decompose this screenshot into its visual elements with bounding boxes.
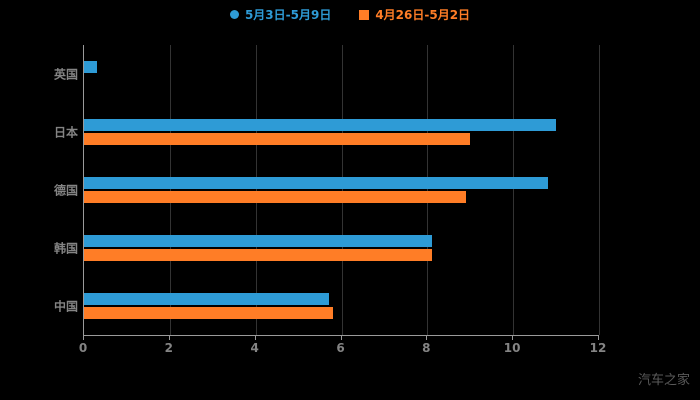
- chart-legend: 5月3日-5月9日 4月26日-5月2日: [0, 6, 700, 23]
- y-category-label-1: 日本: [53, 125, 78, 140]
- y-category-label-4: 中国: [53, 299, 78, 314]
- bar-series1-4: [84, 307, 333, 319]
- legend-label-1: 4月26日-5月2日: [375, 8, 471, 22]
- x-tick-mark-6: [340, 336, 342, 340]
- x-tick-mark-0: [83, 336, 84, 340]
- y-category-label-0: 英国: [53, 67, 78, 82]
- legend-label-0: 5月3日-5月9日: [244, 8, 332, 22]
- x-tick-mark-12: [598, 336, 599, 340]
- bar-series0-3: [84, 235, 432, 247]
- bar-series0-2: [84, 177, 548, 189]
- bar-series1-2: [84, 191, 466, 203]
- bar-series0-4: [84, 293, 329, 305]
- bar-series1-1: [84, 133, 470, 145]
- y-category-label-2: 德国: [53, 183, 78, 198]
- gridline-x-4: [255, 45, 257, 335]
- legend-marker-square-icon: [359, 9, 370, 20]
- x-tick-label-12: 12: [589, 341, 607, 355]
- x-tick-label-0: 0: [78, 341, 88, 355]
- watermark: 汽车之家: [637, 373, 690, 388]
- x-tick-label-2: 2: [164, 341, 174, 355]
- bar-series0-0: [84, 61, 97, 73]
- x-tick-mark-10: [512, 336, 514, 340]
- gridline-x-10: [513, 45, 515, 335]
- legend-item-1[interactable]: 4月26日-5月2日: [359, 6, 470, 23]
- gridline-x-8: [427, 45, 429, 335]
- gridline-x-12: [599, 45, 600, 335]
- legend-marker-circle-icon: [229, 10, 239, 19]
- x-tick-label-10: 10: [503, 341, 521, 355]
- bar-series0-1: [84, 119, 556, 131]
- gridline-x-2: [169, 45, 171, 335]
- legend-item-0[interactable]: 5月3日-5月9日: [229, 6, 332, 23]
- gridline-x-6: [341, 45, 343, 335]
- x-tick-mark-8: [426, 336, 428, 340]
- x-tick-label-8: 8: [422, 341, 431, 355]
- x-tick-label-4: 4: [250, 341, 259, 355]
- x-tick-mark-2: [168, 336, 170, 340]
- x-tick-mark-4: [254, 336, 256, 340]
- plot-area: [83, 45, 600, 336]
- bar-series1-3: [84, 249, 432, 261]
- x-tick-label-6: 6: [336, 341, 345, 355]
- y-category-label-3: 韩国: [53, 241, 78, 256]
